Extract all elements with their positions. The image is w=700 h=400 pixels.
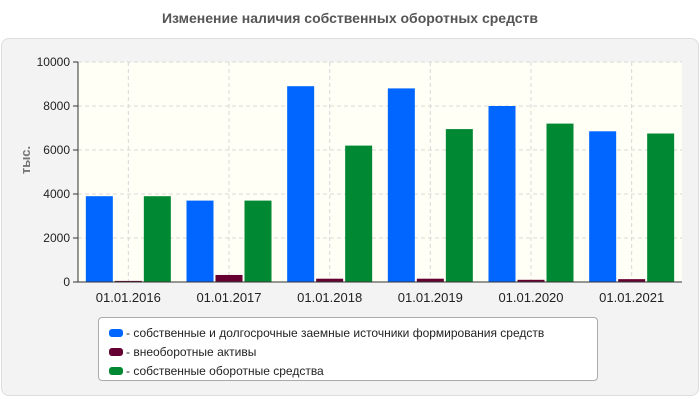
bar-1-01.01.2021 bbox=[589, 131, 617, 282]
x-tick-label: 01.01.2017 bbox=[196, 290, 261, 305]
legend-swatch-noncurrent-assets bbox=[109, 347, 123, 356]
bar-1-01.01.2019 bbox=[387, 88, 415, 283]
legend-swatch-working-capital bbox=[109, 366, 123, 375]
bar-2-01.01.2017 bbox=[215, 274, 243, 282]
legend-label-sources: - собственные и долгосрочные заемные ист… bbox=[126, 325, 545, 340]
bar-2-01.01.2018 bbox=[316, 278, 344, 282]
bar-3-01.01.2016 bbox=[143, 196, 171, 282]
y-tick-label: 8000 bbox=[43, 99, 70, 113]
legend-swatch-sources bbox=[109, 328, 123, 337]
legend: - собственные и долгосрочные заемные ист… bbox=[98, 317, 598, 381]
bar-1-01.01.2016 bbox=[85, 196, 113, 282]
bar-3-01.01.2021 bbox=[647, 133, 675, 282]
legend-item-noncurrent-assets: - внеоборотные активы bbox=[109, 342, 597, 361]
plot-area bbox=[78, 62, 682, 282]
x-tick-label: 01.01.2020 bbox=[498, 290, 563, 305]
bar-2-01.01.2021 bbox=[618, 279, 646, 282]
legend-item-sources: - собственные и долгосрочные заемные ист… bbox=[109, 323, 597, 342]
legend-item-working-capital: - собственные оборотные средства bbox=[109, 361, 597, 380]
y-tick-label: 4000 bbox=[43, 187, 70, 201]
legend-label-working-capital: - собственные оборотные средства bbox=[126, 363, 324, 378]
y-tick-label: 0 bbox=[63, 275, 70, 289]
bar-2-01.01.2019 bbox=[416, 278, 444, 282]
y-tick-label: 2000 bbox=[43, 231, 70, 245]
bar-2-01.01.2016 bbox=[114, 280, 142, 282]
legend-label-noncurrent-assets: - внеоборотные активы bbox=[126, 344, 257, 359]
bar-1-01.01.2020 bbox=[488, 106, 516, 282]
y-tick-label: 10000 bbox=[37, 55, 71, 69]
bar-3-01.01.2017 bbox=[244, 200, 272, 282]
bar-3-01.01.2019 bbox=[445, 129, 473, 282]
bar-1-01.01.2018 bbox=[287, 86, 315, 282]
bar-1-01.01.2017 bbox=[186, 200, 214, 282]
x-tick-label: 01.01.2019 bbox=[398, 290, 463, 305]
x-tick-label: 01.01.2016 bbox=[96, 290, 161, 305]
bar-3-01.01.2018 bbox=[345, 145, 373, 282]
bar-3-01.01.2020 bbox=[546, 123, 574, 282]
chart-title: Изменение наличия собственных оборотных … bbox=[161, 10, 539, 26]
x-tick-label: 01.01.2021 bbox=[599, 290, 664, 305]
y-tick-label: 6000 bbox=[43, 143, 70, 157]
bar-2-01.01.2020 bbox=[517, 279, 545, 282]
x-tick-label: 01.01.2018 bbox=[297, 290, 362, 305]
